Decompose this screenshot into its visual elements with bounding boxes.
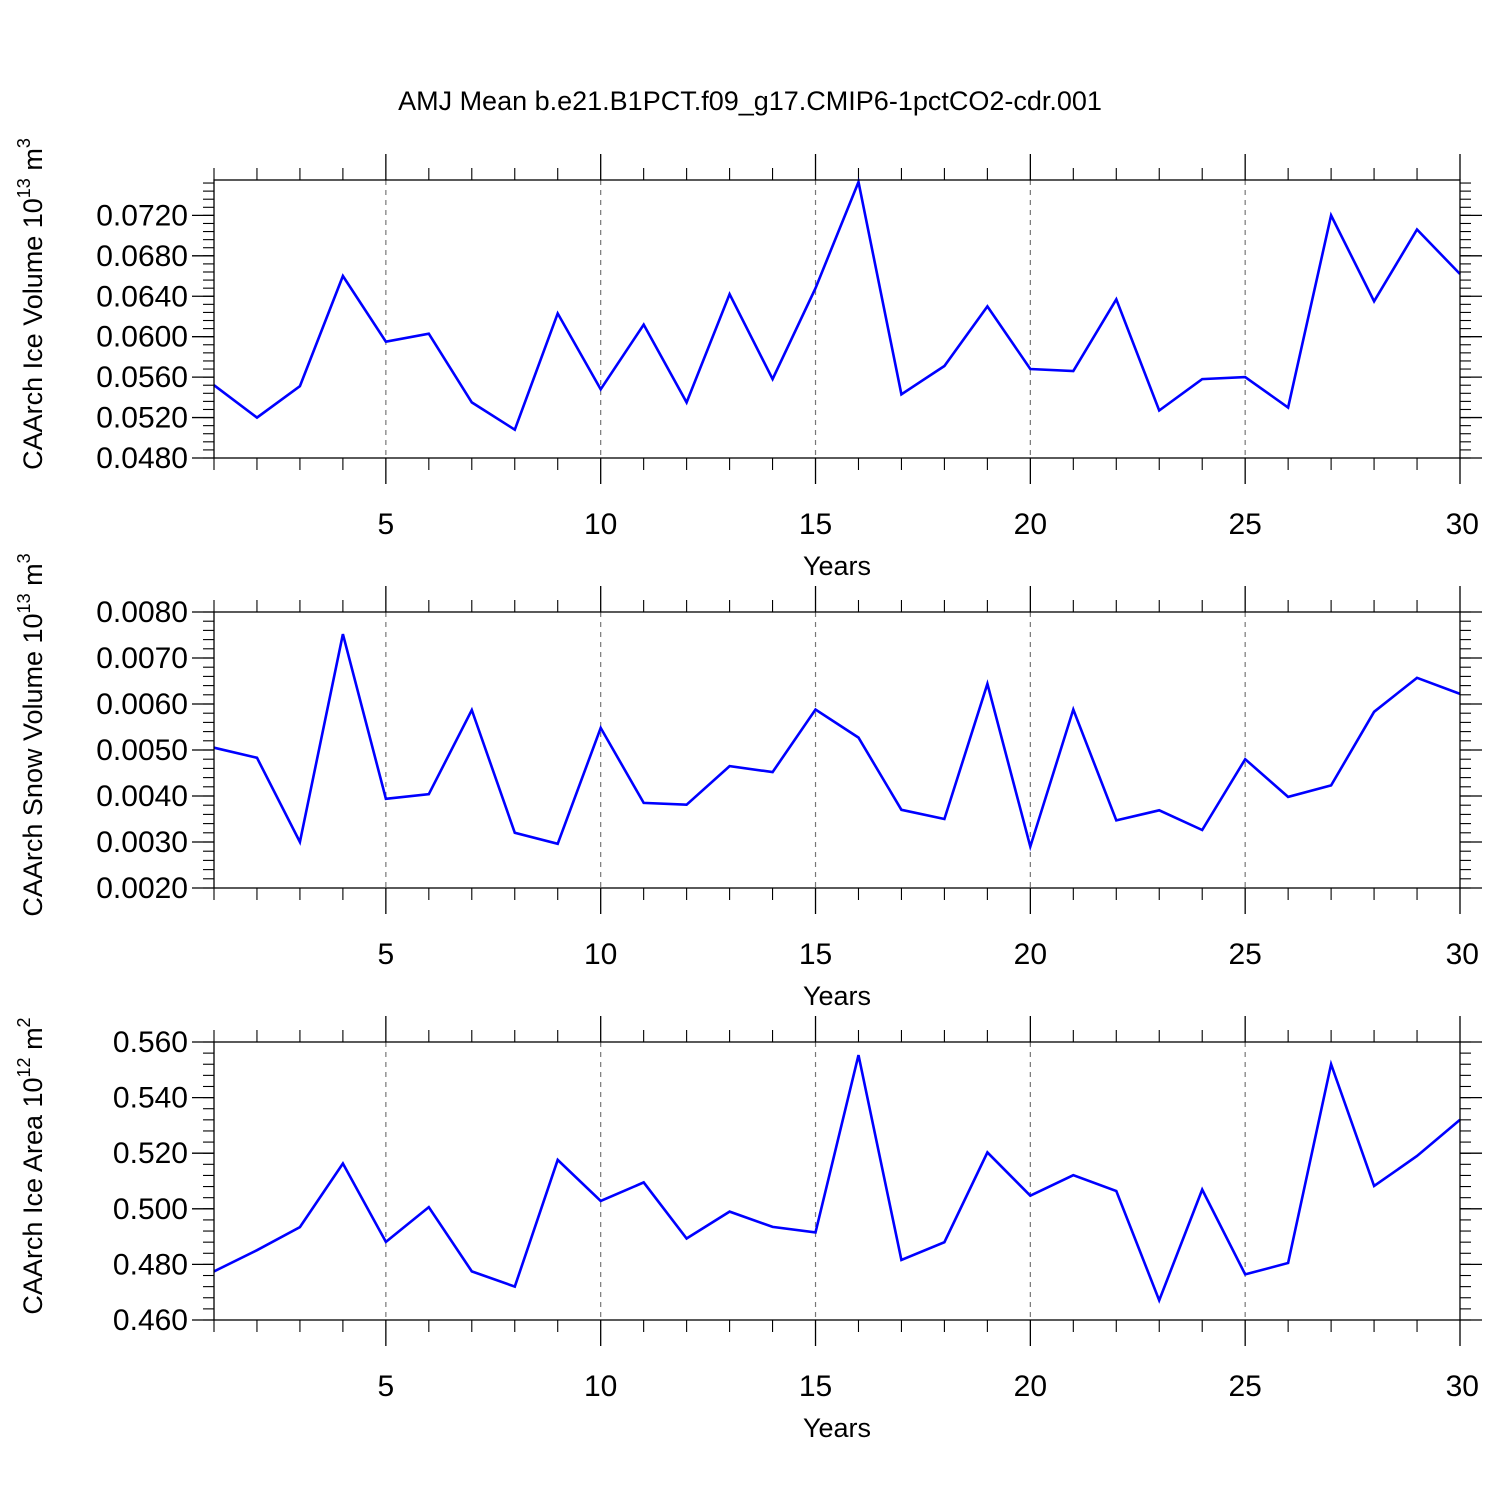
ice-volume-y-tick-label: 0.0720 xyxy=(96,199,188,232)
ice-area-x-tick-label: 5 xyxy=(378,1370,395,1403)
snow-volume-y-tick-label: 0.0030 xyxy=(96,826,188,859)
ice-area-x-tick-label: 10 xyxy=(584,1370,617,1403)
ice-area-line xyxy=(213,1054,1461,1304)
snow-volume-y-tick-label: 0.0060 xyxy=(96,688,188,721)
ice-area-panel: 0.460 0.480 0.500 0.520 0.540 0.560 5 10 15 20 25… xyxy=(14,1016,1482,1443)
snow-volume-y-axis-title: CAArch Snow Volume 1013 m3 xyxy=(14,553,48,916)
ice-volume-x-tick-label: 15 xyxy=(799,508,832,541)
snow-volume-x-tick-label: 10 xyxy=(584,938,617,971)
ice-volume-y-tick-label: 0.0480 xyxy=(96,442,188,475)
ice-area-minor-ticks xyxy=(203,1030,1471,1332)
ice-volume-major-ticks xyxy=(192,154,1482,484)
snow-volume-y-tick-labels: 0.0020 0.0030 0.0040 0.0050 0.0060 0.0070 0.00… xyxy=(96,596,188,905)
snow-volume-minor-ticks xyxy=(203,600,1471,900)
ice-area-major-ticks xyxy=(192,1016,1482,1346)
snow-volume-y-tick-label: 0.0020 xyxy=(96,872,188,905)
ice-volume-y-tick-label: 0.0560 xyxy=(96,361,188,394)
ice-volume-x-tick-label: 10 xyxy=(584,508,617,541)
snow-volume-panel: 0.0020 0.0030 0.0040 0.0050 0.0060 0.0070 0.00… xyxy=(14,553,1482,1011)
ice-area-plot-frame xyxy=(213,1041,1461,1321)
ice-area-y-axis-title: CAArch Ice Area 1012 m2 xyxy=(14,1017,48,1314)
ice-area-y-tick-label: 0.480 xyxy=(113,1248,188,1281)
ice-volume-x-tick-label: 25 xyxy=(1228,508,1261,541)
ice-area-x-tick-label: 20 xyxy=(1014,1370,1047,1403)
ice-area-gridlines xyxy=(385,1042,1246,1320)
ice-area-y-tick-labels: 0.460 0.480 0.500 0.520 0.540 0.560 xyxy=(113,1026,188,1337)
ice-volume-x-tick-label: 20 xyxy=(1014,508,1047,541)
figure-title: AMJ Mean b.e21.B1PCT.f09_g17.CMIP6-1pctC… xyxy=(398,86,1102,116)
ice-area-x-tick-label: 15 xyxy=(799,1370,832,1403)
ice-volume-y-tick-labels: 0.0480 0.0520 0.0560 0.0600 0.0640 0.0680 0.07… xyxy=(96,199,188,475)
ice-area-x-tick-label: 25 xyxy=(1228,1370,1261,1403)
ice-area-y-tick-label: 0.540 xyxy=(113,1082,188,1115)
ice-volume-y-axis-title: CAArch Ice Volume 1013 m3 xyxy=(14,138,48,470)
snow-volume-x-tick-label: 5 xyxy=(378,938,395,971)
ice-volume-y-tick-label: 0.0680 xyxy=(96,240,188,273)
snow-volume-gridlines xyxy=(385,612,1246,888)
snow-volume-line xyxy=(213,633,1461,852)
snow-volume-x-axis-title: Years xyxy=(803,981,871,1011)
snow-volume-major-ticks xyxy=(192,586,1482,914)
snow-volume-y-tick-label: 0.0040 xyxy=(96,780,188,813)
ice-area-x-tick-labels: 5 10 15 20 25 30 xyxy=(378,1370,1479,1403)
ice-volume-plot-frame xyxy=(213,179,1461,459)
ice-area-y-tick-label: 0.500 xyxy=(113,1193,188,1226)
ice-volume-x-tick-label: 30 xyxy=(1446,508,1479,541)
ice-volume-y-tick-label: 0.0600 xyxy=(96,321,188,354)
snow-volume-y-tick-label: 0.0050 xyxy=(96,734,188,767)
ice-volume-x-axis-title: Years xyxy=(803,551,871,581)
snow-volume-x-tick-label: 30 xyxy=(1446,938,1479,971)
ice-area-y-tick-label: 0.560 xyxy=(113,1026,188,1059)
ice-area-x-tick-label: 30 xyxy=(1446,1370,1479,1403)
ice-area-y-tick-label: 0.460 xyxy=(113,1304,188,1337)
ice-volume-y-tick-label: 0.0640 xyxy=(96,280,188,313)
ice-area-y-tick-label: 0.520 xyxy=(113,1137,188,1170)
ice-volume-x-tick-labels: 5 10 15 20 25 30 xyxy=(378,508,1479,541)
ice-volume-gridlines xyxy=(385,180,1246,458)
ice-volume-minor-ticks xyxy=(203,168,1471,470)
ice-volume-panel: 0.0480 0.0520 0.0560 0.0600 0.0640 0.0680 0.07… xyxy=(14,138,1482,581)
snow-volume-x-tick-label: 20 xyxy=(1014,938,1047,971)
snow-volume-y-tick-label: 0.0070 xyxy=(96,642,188,675)
ice-volume-x-tick-label: 5 xyxy=(378,508,395,541)
snow-volume-plot-frame xyxy=(213,611,1461,889)
ice-volume-y-tick-label: 0.0520 xyxy=(96,402,188,435)
snow-volume-y-tick-label: 0.0080 xyxy=(96,596,188,629)
ice-area-x-axis-title: Years xyxy=(803,1413,871,1443)
snow-volume-x-tick-label: 15 xyxy=(799,938,832,971)
ice-volume-line xyxy=(213,177,1461,432)
snow-volume-x-tick-labels: 5 10 15 20 25 30 xyxy=(378,938,1479,971)
snow-volume-x-tick-label: 25 xyxy=(1228,938,1261,971)
